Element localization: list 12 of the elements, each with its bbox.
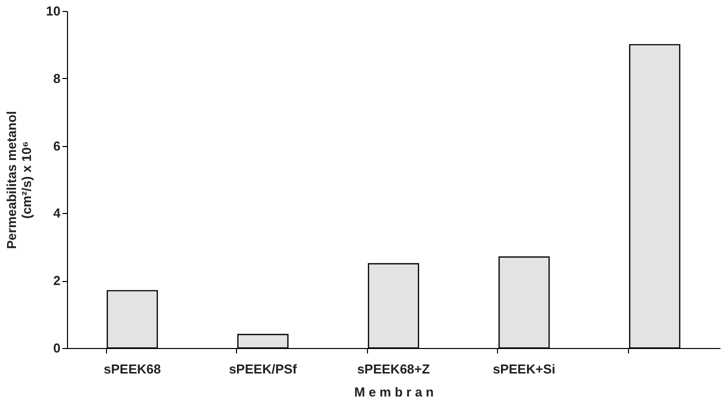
y-axis-title: Permeabilitas metanol (cm²/s) x 10⁶	[4, 111, 34, 249]
x-axis-title: M e m b r a n	[354, 384, 434, 400]
x-tick-label: sPEEK68+Z	[357, 362, 430, 376]
y-tick-label: 0	[53, 340, 60, 356]
x-tick-label: sPEEK/PSf	[228, 362, 298, 376]
y-tick-label: 2	[53, 273, 60, 288]
y-tick-label: 10	[46, 4, 60, 18]
y-tick-label: 8	[53, 70, 60, 86]
y-tick-label: 4	[53, 206, 62, 221]
y-tick-label: 6	[53, 138, 60, 154]
x-tick-label: sPEEK+Si	[492, 362, 556, 376]
x-tick-label: sPEEK68	[104, 362, 161, 376]
